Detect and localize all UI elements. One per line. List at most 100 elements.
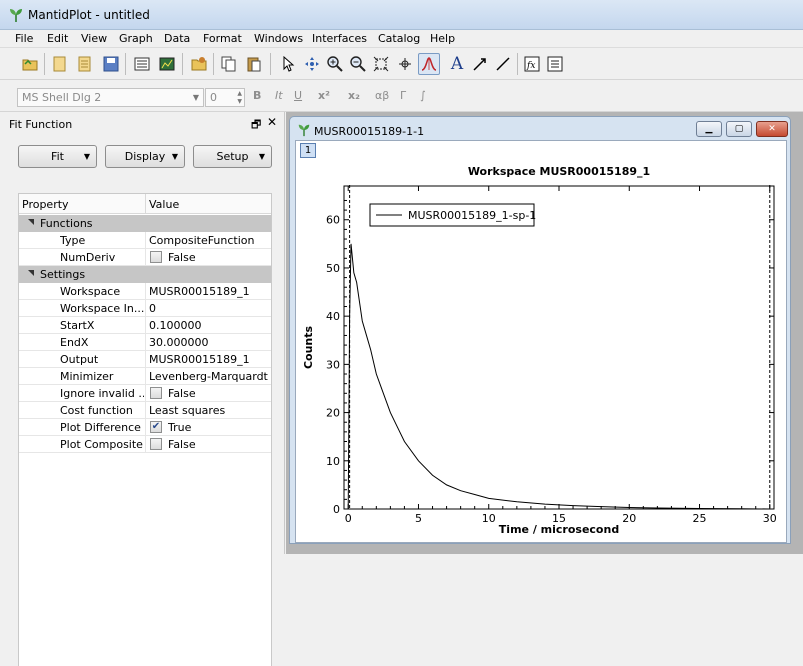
group-functions[interactable]: Functions — [19, 215, 271, 232]
pointer-icon[interactable] — [279, 54, 299, 74]
close-icon[interactable]: ✕ — [267, 115, 278, 129]
setup-button[interactable]: Setup ▼ — [193, 145, 272, 168]
property-name: Cost function — [60, 404, 133, 417]
property-row-numderiv[interactable]: NumDeriv False — [19, 249, 271, 266]
paste-icon[interactable] — [244, 54, 264, 74]
display-button[interactable]: Display ▼ — [105, 145, 185, 168]
greek-capital-button[interactable]: Γ — [400, 89, 407, 102]
data-reader-icon[interactable] — [395, 54, 415, 74]
rescale-icon[interactable] — [371, 54, 391, 74]
underline-button[interactable]: U — [294, 89, 303, 102]
new-graph-icon[interactable] — [157, 54, 177, 74]
numderiv-checkbox[interactable] — [150, 251, 162, 263]
menu-data[interactable]: Data — [164, 32, 191, 45]
menu-help[interactable]: Help — [430, 32, 456, 45]
spin-up-icon[interactable]: ▲ — [237, 90, 242, 97]
property-value[interactable]: 0.100000 — [149, 319, 202, 332]
property-row-workspace[interactable]: Workspace MUSR00015189_1 — [19, 283, 271, 300]
property-value[interactable]: Least squares — [149, 404, 226, 417]
menu-bar: File Edit View Graph Data Format Windows… — [0, 30, 803, 48]
property-value[interactable]: 0 — [149, 302, 156, 315]
zoom-in-icon[interactable] — [325, 54, 345, 74]
plot-canvas[interactable]: 1 Workspace MUSR00015189_1 Counts Time /… — [295, 140, 787, 543]
greek-button[interactable]: αβ — [375, 89, 390, 102]
group-settings[interactable]: Settings — [19, 266, 271, 283]
fit-function-dock: Fit Function 🗗 ✕ Fit ▼ Display ▼ Setup ▼… — [0, 112, 285, 666]
chart[interactable]: Workspace MUSR00015189_1 Counts Time / m… — [296, 141, 786, 542]
property-row-plot-difference[interactable]: Plot Difference ✔ True — [19, 419, 271, 436]
menu-graph[interactable]: Graph — [119, 32, 153, 45]
menu-view[interactable]: View — [81, 32, 108, 45]
property-value[interactable]: CompositeFunction — [149, 234, 255, 247]
minimize-button[interactable]: ▁ — [696, 121, 722, 137]
property-row-endx[interactable]: EndX 30.000000 — [19, 334, 271, 351]
plot-window[interactable]: MUSR00015189-1-1 ▁ ▢ ✕ 1 Workspace MUSR0… — [289, 116, 791, 544]
font-family-select[interactable]: MS Shell Dlg 2 ▼ — [17, 88, 204, 107]
fit-button[interactable]: Fit ▼ — [18, 145, 97, 168]
x-tick-label: 15 — [552, 512, 566, 525]
property-row-startx[interactable]: StartX 0.100000 — [19, 317, 271, 334]
superscript-button[interactable]: x² — [318, 89, 330, 102]
x-tick-label: 10 — [482, 512, 496, 525]
spin-down-icon[interactable]: ▼ — [237, 98, 242, 105]
property-value[interactable]: Levenberg-Marquardt — [149, 370, 268, 383]
menu-format[interactable]: Format — [203, 32, 242, 45]
pan-icon[interactable] — [302, 54, 322, 74]
fit-function-icon[interactable] — [418, 53, 440, 75]
menu-catalog[interactable]: Catalog — [378, 32, 421, 45]
expand-triangle-icon[interactable] — [28, 270, 34, 276]
bold-button[interactable]: B — [253, 89, 262, 102]
layer-number-button[interactable]: 1 — [300, 143, 316, 158]
new-table-icon[interactable] — [50, 54, 70, 74]
load-workspace-icon[interactable] — [189, 54, 209, 74]
plot-composite-checkbox[interactable] — [150, 438, 162, 450]
copy-icon[interactable] — [219, 54, 239, 74]
x-tick-label: 0 — [345, 512, 352, 525]
menu-edit[interactable]: Edit — [47, 32, 69, 45]
menu-windows[interactable]: Windows — [254, 32, 304, 45]
property-value: True — [168, 421, 192, 434]
italic-button[interactable]: It — [275, 89, 283, 102]
property-row-plot-composite[interactable]: Plot Composite... False — [19, 436, 271, 453]
plot-frame — [343, 185, 775, 510]
plot-difference-checkbox[interactable]: ✔ — [150, 421, 162, 433]
font-size-spinbox[interactable]: 0 ▲ ▼ — [205, 88, 245, 107]
subscript-button[interactable]: x₂ — [348, 89, 360, 102]
property-row-minimizer[interactable]: Minimizer Levenberg-Marquardt — [19, 368, 271, 385]
property-row-type[interactable]: Type CompositeFunction — [19, 232, 271, 249]
property-name: Output — [60, 353, 99, 366]
menu-interfaces[interactable]: Interfaces — [312, 32, 367, 45]
property-name: Type — [60, 234, 86, 247]
menu-file[interactable]: File — [15, 32, 34, 45]
save-project-icon[interactable] — [101, 54, 121, 74]
x-tick-label: 30 — [763, 512, 777, 525]
y-tick-label: 40 — [326, 310, 340, 323]
zoom-out-icon[interactable] — [348, 54, 368, 74]
property-value[interactable]: MUSR00015189_1 — [149, 353, 250, 366]
property-value: False — [168, 387, 196, 400]
property-row-output[interactable]: Output MUSR00015189_1 — [19, 351, 271, 368]
new-matrix-icon[interactable] — [75, 54, 95, 74]
add-line-icon[interactable] — [493, 54, 513, 74]
property-row-cost-function[interactable]: Cost function Least squares — [19, 402, 271, 419]
add-arrow-icon[interactable] — [470, 54, 490, 74]
property-value[interactable]: 30.000000 — [149, 336, 209, 349]
math-symbol-button[interactable]: ∫ — [420, 89, 426, 102]
close-window-button[interactable]: ✕ — [756, 121, 788, 137]
add-function-icon[interactable]: fx — [522, 54, 542, 74]
property-row-workspace-index[interactable]: Workspace In... 0 — [19, 300, 271, 317]
property-value[interactable]: MUSR00015189_1 — [149, 285, 250, 298]
ignore-invalid-checkbox[interactable] — [150, 387, 162, 399]
add-text-icon[interactable]: A — [450, 54, 464, 74]
undock-icon[interactable]: 🗗 — [251, 118, 262, 131]
open-project-icon[interactable] — [20, 54, 40, 74]
expand-triangle-icon[interactable] — [28, 219, 34, 225]
arrange-layers-icon[interactable] — [545, 54, 565, 74]
axes-group: 0 5 10 15 20 25 30 0 10 20 30 40 50 60 — [326, 185, 777, 525]
maximize-button[interactable]: ▢ — [726, 121, 752, 137]
chevron-down-icon: ▼ — [258, 152, 265, 161]
property-table-header: Property Value — [19, 194, 271, 214]
property-row-ignore-invalid[interactable]: Ignore invalid ... False — [19, 385, 271, 402]
header-property: Property — [22, 198, 69, 211]
new-note-icon[interactable] — [132, 54, 152, 74]
